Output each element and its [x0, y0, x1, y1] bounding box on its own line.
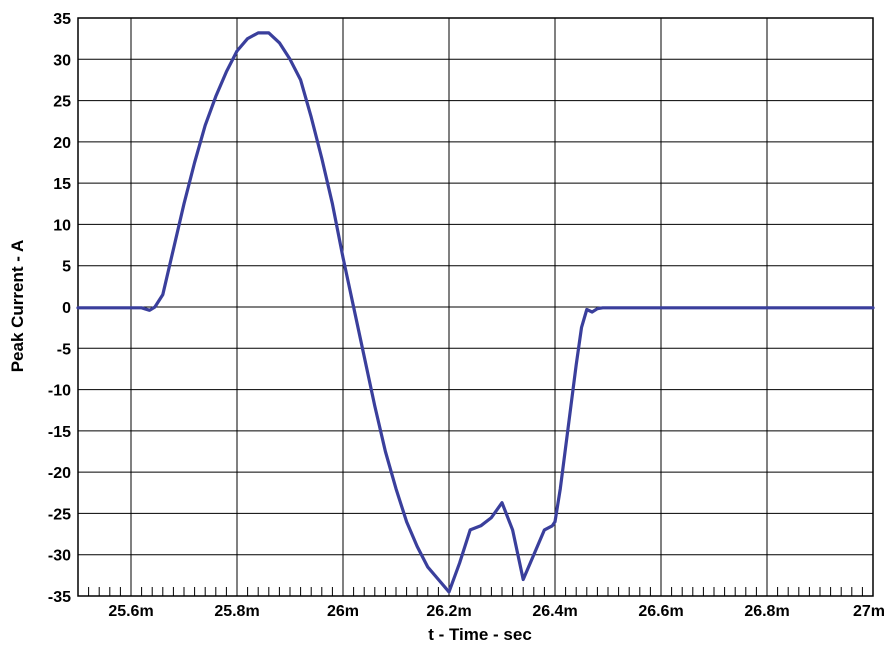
y-tick-label: -15	[48, 424, 71, 441]
x-tick-labels: 25.6m 25.8m 26m 26.2m 26.4m 26.6m 26.8m 27m	[108, 603, 885, 620]
y-tick-label: 15	[53, 176, 71, 193]
x-tick-label: 27m	[853, 603, 885, 620]
y-tick-labels: 35 30 25 20 15 10 5 0 -5 -10 -15 -20 -25 -30 -35	[48, 11, 71, 606]
y-tick-label: 20	[53, 135, 71, 152]
x-tick-label: 26.8m	[744, 603, 789, 620]
x-tick-label: 25.6m	[108, 603, 153, 620]
y-tick-label: -20	[48, 465, 71, 482]
y-tick-label: -30	[48, 548, 71, 565]
y-tick-label: 0	[62, 300, 71, 317]
y-tick-label: -5	[57, 341, 71, 358]
y-tick-label: -10	[48, 383, 71, 400]
y-tick-label: 10	[53, 217, 71, 234]
x-axis-title: t - Time - sec	[428, 625, 532, 644]
series-line	[76, 31, 875, 594]
y-tick-label: 35	[53, 11, 71, 28]
y-axis-title: Peak Current - A	[8, 240, 27, 373]
y-tick-label: -25	[48, 506, 71, 523]
x-tick-label: 26.4m	[532, 603, 577, 620]
x-tick-label: 26.2m	[426, 603, 471, 620]
x-tick-label: 26m	[327, 603, 359, 620]
y-tick-label: -35	[48, 589, 71, 606]
x-minor-ticks	[77, 587, 874, 596]
y-tick-label: 30	[53, 52, 71, 69]
y-tick-label: 5	[62, 259, 71, 276]
x-tick-label: 26.6m	[638, 603, 683, 620]
y-tick-label: 25	[53, 94, 71, 111]
x-tick-label: 25.8m	[214, 603, 259, 620]
